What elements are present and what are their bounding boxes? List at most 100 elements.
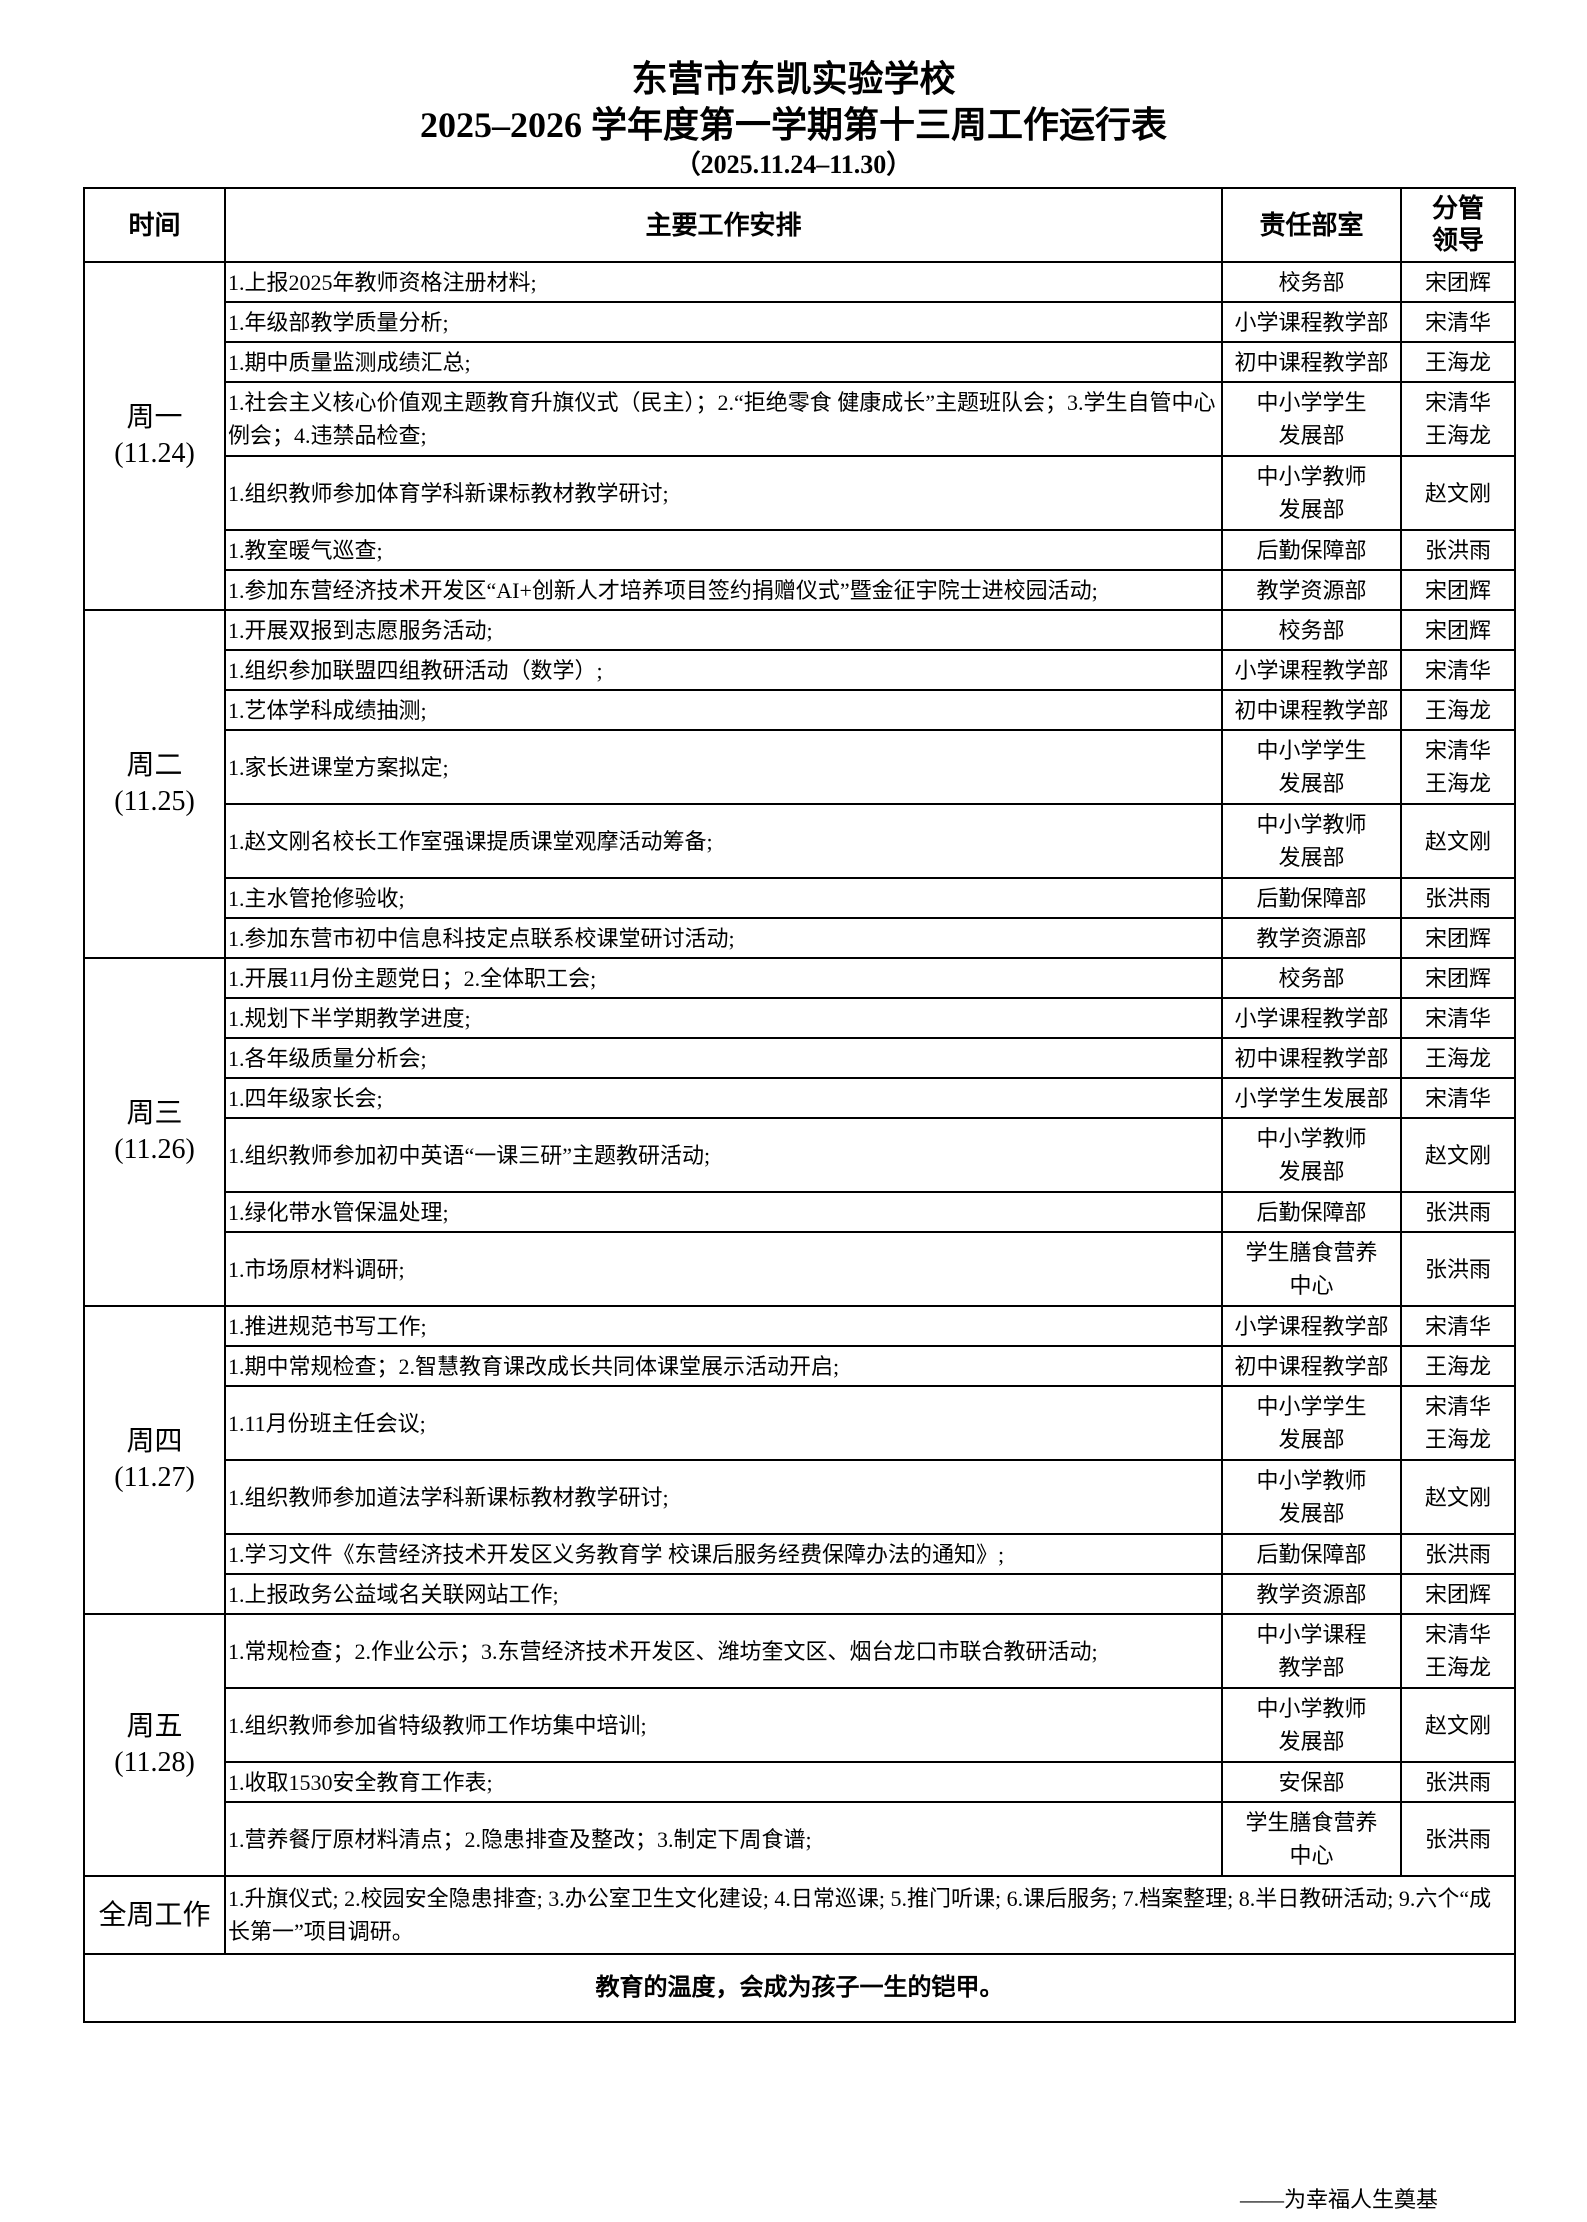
task-cell: 1.推进规范书写工作;: [224, 1305, 1223, 1347]
table-row: 1.营养餐厅原材料清点；2.隐患排查及整改；3.制定下周食谱; 学生膳食营养 中心张…: [84, 1801, 1516, 1877]
dept-cell: 中小学教师 发展部: [1221, 1687, 1402, 1763]
leader-name: 宋清华: [1424, 309, 1491, 335]
table-row: 1.组织教师参加道法学科新课标教材教学研讨; 中小学教师 发展部 赵文刚: [84, 1459, 1516, 1535]
leader-cell: 赵文刚: [1400, 455, 1516, 531]
table-row: 1.年级部教学质量分析; 小学课程教学部 宋清华: [84, 301, 1516, 343]
dept-cell: 初中课程教学部: [1221, 341, 1402, 383]
table-row: 1.各年级质量分析会; 初中课程教学部 王海龙: [84, 1037, 1516, 1079]
task-cell: 1.教室暖气巡查;: [224, 529, 1223, 571]
leader-name: 宋清华: [1424, 1085, 1491, 1111]
table-row: 1.收取1530安全教育工作表; 安保部 张洪雨: [84, 1761, 1516, 1803]
leader-name: 宋清华: [1424, 657, 1491, 683]
leader-cell: 宋团辉: [1400, 609, 1516, 651]
leader-cell: 张洪雨: [1400, 529, 1516, 571]
dept-line: 教学部: [1278, 1655, 1345, 1680]
dept-line: 后勤保障部: [1256, 1541, 1367, 1567]
dept-line: 中小学教师: [1256, 812, 1367, 837]
task-cell: 1.各年级质量分析会;: [224, 1037, 1223, 1079]
leader-name: 王海龙: [1424, 1427, 1491, 1452]
table-row: 1.组织教师参加省特级教师工作坊集中培训; 中小学教师 发展部 赵文刚: [84, 1687, 1516, 1763]
dept-line: 中小学教师: [1256, 1696, 1367, 1721]
task-cell: 1.参加东营经济技术开发区“AI+创新人才培养项目签约捐赠仪式”暨金征宇院士进校…: [224, 569, 1223, 611]
table-row: 1.组织教师参加体育学科新课标教材教学研讨; 中小学教师 发展部 赵文刚: [84, 455, 1516, 531]
dept-cell: 校务部: [1221, 261, 1402, 303]
table-row: 1.规划下半学期教学进度; 小学课程教学部 宋清华: [84, 997, 1516, 1039]
day-label: 周一: [126, 402, 183, 433]
date-range: （2025.11.24–11.30）: [674, 150, 913, 179]
task-cell: 1.市场原材料调研;: [224, 1231, 1223, 1307]
dept-cell: 小学课程教学部: [1221, 649, 1402, 691]
dept-line: 后勤保障部: [1256, 1199, 1367, 1225]
leader-name: 宋团辉: [1424, 577, 1491, 603]
dept-line: 小学课程教学部: [1234, 1005, 1389, 1031]
dept-cell: 后勤保障部: [1221, 1191, 1402, 1233]
task-cell: 1.年级部教学质量分析;: [224, 301, 1223, 343]
leader-cell: 宋清华: [1400, 301, 1516, 343]
leader-cell: 宋清华: [1400, 997, 1516, 1039]
leader-name: 王海龙: [1424, 1655, 1491, 1680]
leader-cell: 张洪雨: [1400, 1801, 1516, 1877]
dept-cell: 教学资源部: [1221, 569, 1402, 611]
footer-slogan: ——为幸福人生奠基: [1240, 2187, 1439, 2212]
dept-cell: 安保部: [1221, 1761, 1402, 1803]
table-row: 1.教室暖气巡查; 后勤保障部 张洪雨: [84, 529, 1516, 571]
day-cell: 周五 (11.28): [83, 1613, 226, 1877]
leader-name: 张洪雨: [1424, 1826, 1491, 1852]
task-cell: 1.期中常规检查；2.智慧教育课改成长共同体课堂展示活动开启;: [224, 1345, 1223, 1387]
dept-line: 中小学学生: [1256, 738, 1367, 763]
task-cell: 1.学习文件《东营经济技术开发区义务教育学 校课后服务经费保障办法的通知》;: [224, 1533, 1223, 1575]
table-row: 1.参加东营市初中信息科技定点联系校课堂研讨活动; 教学资源部 宋团辉: [84, 917, 1516, 959]
table-row: 周二 (11.25) 1.开展双报到志愿服务活动; 校务部 宋团辉: [83, 609, 1516, 959]
table-row: 1.艺体学科成绩抽测; 初中课程教学部 王海龙: [84, 689, 1516, 731]
leader-name: 宋清华: [1424, 738, 1491, 763]
dept-line: 发展部: [1278, 1427, 1345, 1452]
leader-name: 宋团辉: [1424, 269, 1491, 295]
task-cell: 1.组织教师参加初中英语“一课三研”主题教研活动;: [224, 1117, 1223, 1193]
dept-cell: 小学课程教学部: [1221, 301, 1402, 343]
dept-line: 发展部: [1278, 1159, 1345, 1184]
dept-line: 学生膳食营养: [1245, 1240, 1378, 1265]
leader-name: 王海龙: [1424, 349, 1491, 375]
leader-cell: 张洪雨: [1400, 1191, 1516, 1233]
task-cell: 1.组织参加联盟四组教研活动（数学）;: [224, 649, 1223, 691]
dept-line: 发展部: [1278, 1729, 1345, 1754]
leader-name: 张洪雨: [1424, 1199, 1491, 1225]
dept-line: 学生膳食营养: [1245, 1810, 1378, 1835]
leader-cell: 张洪雨: [1400, 877, 1516, 919]
leader-name: 张洪雨: [1424, 1256, 1491, 1282]
dept-cell: 学生膳食营养 中心: [1221, 1231, 1402, 1307]
task-cell: 1.绿化带水管保温处理;: [224, 1191, 1223, 1233]
leader-cell: 宋团辉: [1400, 1573, 1516, 1615]
dept-cell: 中小学教师 发展部: [1221, 1117, 1402, 1193]
leader-cell: 宋团辉: [1400, 261, 1516, 303]
table-row: 1.期中质量监测成绩汇总; 初中课程教学部 王海龙: [84, 341, 1516, 383]
dept-cell: 中小学教师 发展部: [1221, 1459, 1402, 1535]
task-cell: 1.艺体学科成绩抽测;: [224, 689, 1223, 731]
dept-cell: 学生膳食营养 中心: [1221, 1801, 1402, 1877]
dept-cell: 中小学学生 发展部: [1221, 729, 1402, 805]
dept-line: 小学课程教学部: [1234, 657, 1389, 683]
task-cell: 1.参加东营市初中信息科技定点联系校课堂研讨活动;: [224, 917, 1223, 959]
leader-name: 张洪雨: [1424, 885, 1491, 911]
day-cell: 周四 (11.27): [83, 1305, 226, 1615]
task-cell: 1.组织教师参加道法学科新课标教材教学研讨;: [224, 1459, 1223, 1535]
table-row: 1.组织教师参加初中英语“一课三研”主题教研活动; 中小学教师 发展部 赵文刚: [84, 1117, 1516, 1193]
dept-cell: 中小学学生 发展部: [1221, 1385, 1402, 1461]
dept-line: 中小学教师: [1256, 464, 1367, 489]
schedule-table: 时间 主要工作安排 责任部室 分管 领导 周一 (11.24) 1.上报2025年教师…: [83, 187, 1516, 2023]
dept-line: 中小学课程: [1256, 1622, 1367, 1647]
leader-name: 赵文刚: [1424, 828, 1491, 854]
leader-name: 赵文刚: [1424, 480, 1491, 506]
dept-line: 校务部: [1278, 617, 1345, 643]
table-row: 1.学习文件《东营经济技术开发区义务教育学 校课后服务经费保障办法的通知》; 后勤…: [84, 1533, 1516, 1575]
leader-name: 宋清华: [1424, 1622, 1491, 1647]
dept-cell: 初中课程教学部: [1221, 1037, 1402, 1079]
table-row: 1.11月份班主任会议; 中小学学生 发展部 宋清华 王海龙: [84, 1385, 1516, 1461]
day-label: (11.27): [114, 1462, 195, 1493]
table-row: 周五 (11.28) 1.常规检查；2.作业公示；3.东营经济技术开发区、潍坊奎文区…: [83, 1613, 1516, 1877]
dept-line: 中小学学生: [1256, 390, 1367, 415]
table-row: 周四 (11.27) 1.推进规范书写工作; 小学课程教学部 宋清华: [83, 1305, 1516, 1615]
task-cell: 1.组织教师参加省特级教师工作坊集中培训;: [224, 1687, 1223, 1763]
dept-line: 校务部: [1278, 965, 1345, 991]
leader-name: 宋清华: [1424, 1313, 1491, 1339]
